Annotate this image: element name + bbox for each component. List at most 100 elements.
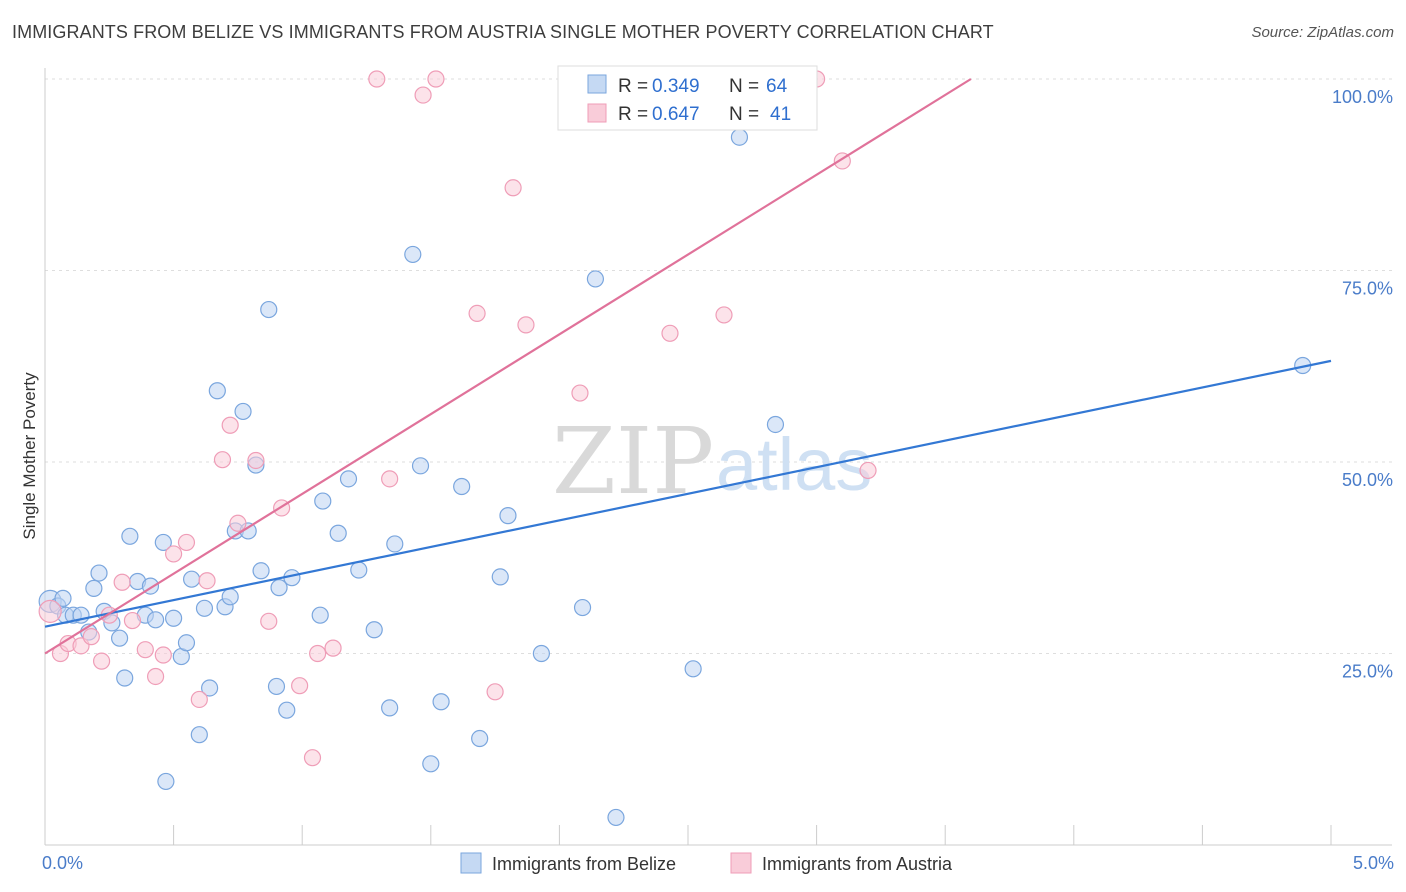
y-tick-labels: 25.0% 50.0% 75.0% 100.0% [1332,87,1393,682]
point-belize-25 [195,599,214,617]
watermark-zip: ZIP [552,408,714,515]
point-belize-23 [183,570,201,588]
point-belize-53 [471,729,489,748]
point-belize-41 [314,492,332,510]
point-belize-27 [208,382,226,400]
point-belize-17 [146,611,165,629]
point-belize-46 [381,699,399,717]
chart-title: IMMIGRANTS FROM BELIZE VS IMMIGRANTS FRO… [12,22,994,42]
point-belize-42 [329,524,347,542]
point-austria-13 [177,533,196,552]
point-belize-40 [311,606,329,624]
legend-n-value-belize: 64 [766,76,788,97]
point-belize-8 [90,564,108,582]
point-austria-34 [571,384,589,402]
point-austria-33 [517,316,535,334]
point-austria-12 [165,545,183,563]
legend-box: R = 0.349 N = 64 R = 0.647 N = 41 [557,65,818,131]
point-belize-37 [270,579,288,597]
point-austria-7 [113,573,131,591]
trend-lines [44,78,1332,655]
point-austria-16 [213,451,232,469]
point-belize-48 [404,245,422,264]
point-belize-43 [339,470,358,488]
legend-n-value-austria: 41 [770,104,791,125]
point-austria-40 [859,461,877,480]
point-austria-20 [260,612,278,630]
legend-n-label-austria: N = [729,104,759,125]
point-austria-15 [198,572,216,590]
point-belize-61 [730,128,749,146]
point-belize-51 [432,693,450,711]
point-belize-7 [85,579,103,597]
point-belize-2 [54,589,72,607]
x-tick-label-0: 0.0% [42,853,83,873]
point-austria-10 [146,667,165,686]
point-austria-32 [504,179,522,197]
point-belize-44 [350,561,368,579]
point-belize-59 [607,808,625,827]
y-tick-label-3: 100.0% [1332,87,1393,107]
legend-r-label-austria: R = [618,104,648,125]
point-austria-37 [715,306,733,324]
y-tick-label-1: 50.0% [1342,470,1393,490]
point-belize-34 [252,562,270,580]
point-belize-29 [221,588,239,606]
point-belize-60 [684,660,702,678]
legend-r-value-belize: 0.349 [652,76,700,97]
point-austria-31 [486,683,504,701]
point-belize-12 [116,669,134,687]
point-belize-13 [121,527,139,545]
point-austria-36 [661,324,679,342]
legend-n-label-belize: N = [729,76,759,97]
bottom-legend-label-austria: Immigrants from Austria [762,854,953,874]
point-austria-4 [82,628,100,646]
point-belize-35 [260,300,278,319]
point-austria-17 [221,416,239,434]
x-tick-labels: 0.0% 5.0% [42,853,1394,873]
bottom-legend: Immigrants from Belize Immigrants from A… [460,852,953,874]
point-austria-19 [247,451,265,470]
trend-line-austria [44,78,972,655]
legend-swatch-austria [587,103,607,123]
point-belize-18 [154,533,172,552]
point-austria-5 [92,652,111,670]
point-belize-52 [453,477,471,496]
point-belize-49 [411,457,430,475]
point-belize-20 [165,609,183,627]
point-belize-47 [386,535,404,553]
point-austria-23 [303,749,322,767]
watermark-atlas: atlas [716,423,872,506]
point-austria-9 [136,641,154,659]
y-axis-label: Single Mother Poverty [20,372,39,540]
x-tick-label-1: 5.0% [1353,853,1394,873]
point-belize-24 [190,726,208,744]
bottom-legend-label-belize: Immigrants from Belize [492,854,676,874]
bottom-legend-swatch-belize [460,852,482,874]
legend-r-value-austria: 0.647 [652,104,700,125]
point-austria-14 [190,690,208,709]
point-austria-26 [368,70,386,88]
point-belize-26 [201,679,219,697]
point-austria-29 [427,70,445,88]
point-austria-30 [468,304,486,322]
point-belize-50 [422,755,440,773]
point-belize-57 [573,598,592,617]
trend-line-belize [44,359,1332,628]
y-tick-label-0: 25.0% [1342,662,1393,682]
point-austria-25 [324,639,342,657]
point-belize-11 [110,629,129,647]
point-belize-22 [177,634,196,652]
legend-swatch-belize [587,74,607,94]
source-credit: Source: ZipAtlas.com [1251,24,1394,41]
point-belize-54 [491,568,509,586]
gridlines [45,78,1392,654]
point-belize-62 [766,415,785,434]
point-austria-0 [38,599,62,623]
point-belize-58 [586,270,605,288]
point-belize-31 [234,402,252,421]
point-belize-45 [365,621,383,639]
legend-r-label-belize: R = [618,76,648,97]
point-austria-8 [123,611,142,630]
